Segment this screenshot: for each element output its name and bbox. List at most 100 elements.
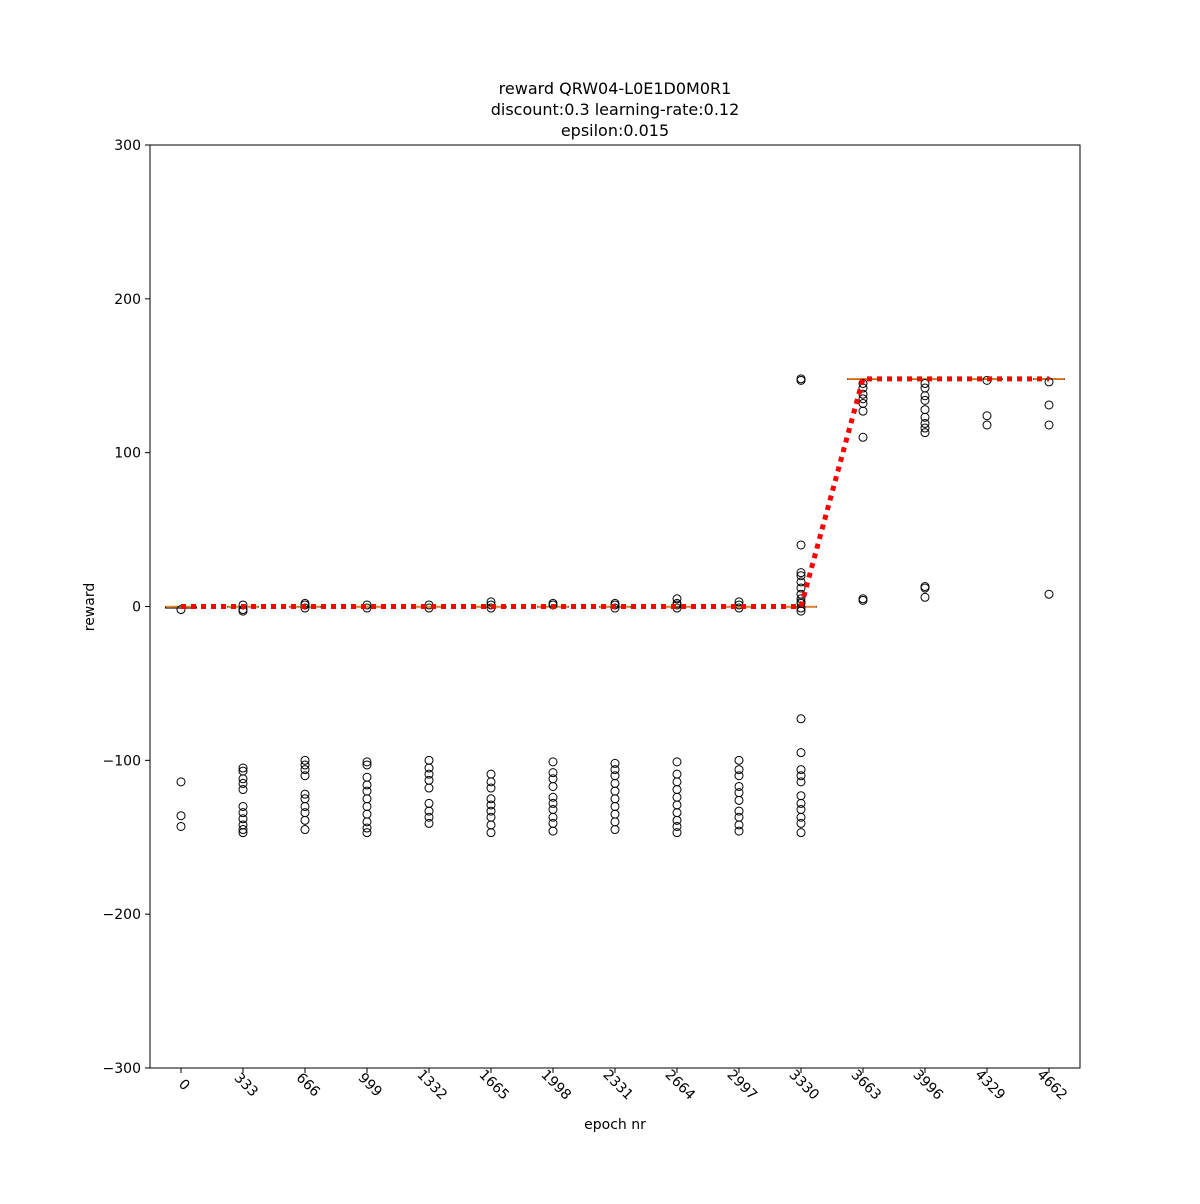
outlier [858, 432, 868, 442]
outlier [672, 785, 682, 795]
outlier [238, 828, 248, 838]
x-tick-label: 4662 [1034, 1067, 1071, 1104]
outlier [796, 765, 806, 775]
outlier [486, 777, 496, 787]
outlier [920, 395, 930, 405]
outlier [796, 714, 806, 724]
outlier [300, 825, 310, 835]
outlier [486, 806, 496, 816]
outlier [424, 783, 434, 793]
outlier [424, 798, 434, 808]
y-tick-label: 200 [114, 292, 141, 308]
outlier [796, 791, 806, 801]
outlier [548, 812, 558, 822]
outlier [610, 825, 620, 835]
outlier [734, 765, 744, 775]
outlier [796, 798, 806, 808]
outlier [610, 778, 620, 788]
outlier [920, 583, 930, 593]
outlier [362, 801, 372, 811]
outlier [238, 814, 248, 824]
outlier [982, 420, 992, 430]
outlier [796, 571, 806, 581]
outlier [424, 818, 434, 828]
x-tick-label: 1665 [476, 1067, 513, 1104]
outlier [300, 765, 310, 775]
outlier [672, 821, 682, 831]
outlier [610, 765, 620, 775]
y-axis-label: reward [82, 583, 98, 632]
outlier [796, 818, 806, 828]
outlier [238, 785, 248, 795]
outlier [610, 809, 620, 819]
outlier [300, 789, 310, 799]
outlier [548, 792, 558, 802]
title-line: reward QRW04-L0E1D0M0R1 [499, 79, 732, 98]
outlier [238, 820, 248, 830]
outlier [548, 826, 558, 836]
outlier [424, 755, 434, 765]
outlier [486, 828, 496, 838]
outlier [920, 423, 930, 433]
x-tick-label: 3330 [786, 1067, 823, 1104]
outlier [486, 800, 496, 810]
outlier [858, 394, 868, 404]
outlier [1044, 400, 1054, 410]
outlier [734, 820, 744, 830]
outlier [796, 583, 806, 593]
outlier [982, 411, 992, 421]
outlier [486, 812, 496, 822]
outlier [796, 771, 806, 781]
outlier [734, 781, 744, 791]
outlier [796, 606, 806, 616]
outlier [300, 815, 310, 825]
outlier [548, 774, 558, 784]
outlier [734, 788, 744, 798]
outlier [362, 794, 372, 804]
outlier [734, 755, 744, 765]
y-tick-label: 100 [114, 446, 141, 462]
outlier [300, 808, 310, 818]
outlier [920, 378, 930, 388]
outlier [362, 828, 372, 838]
x-tick-label: 999 [355, 1070, 385, 1100]
outlier [796, 577, 806, 587]
outlier [672, 828, 682, 838]
x-tick-label: 4329 [972, 1067, 1009, 1104]
x-tick-label: 1332 [414, 1067, 451, 1104]
outlier [920, 412, 930, 422]
outlier [300, 801, 310, 811]
outlier [424, 769, 434, 779]
outlier [610, 794, 620, 804]
outlier [486, 820, 496, 830]
outlier [486, 783, 496, 793]
outlier [424, 775, 434, 785]
outlier [238, 808, 248, 818]
outlier [734, 812, 744, 822]
outlier [362, 786, 372, 796]
outlier [362, 760, 372, 770]
x-tick-label: 2331 [600, 1067, 637, 1104]
outlier [920, 428, 930, 438]
x-tick-label: 666 [293, 1070, 323, 1100]
outlier [734, 771, 744, 781]
outlier [796, 805, 806, 815]
x-tick-label: 0 [175, 1076, 193, 1094]
x-tick-label: 3996 [910, 1067, 947, 1104]
outlier [796, 777, 806, 787]
outlier [796, 748, 806, 758]
outlier [176, 777, 186, 787]
outlier [548, 798, 558, 808]
outlier [610, 786, 620, 796]
outlier [610, 801, 620, 811]
y-tick-label: 0 [132, 600, 141, 616]
outlier [920, 383, 930, 393]
outlier [920, 405, 930, 415]
outlier [796, 828, 806, 838]
outlier [362, 823, 372, 833]
outlier [672, 594, 682, 604]
outlier [300, 771, 310, 781]
outlier [734, 597, 744, 607]
x-tick-label: 2997 [724, 1067, 761, 1104]
